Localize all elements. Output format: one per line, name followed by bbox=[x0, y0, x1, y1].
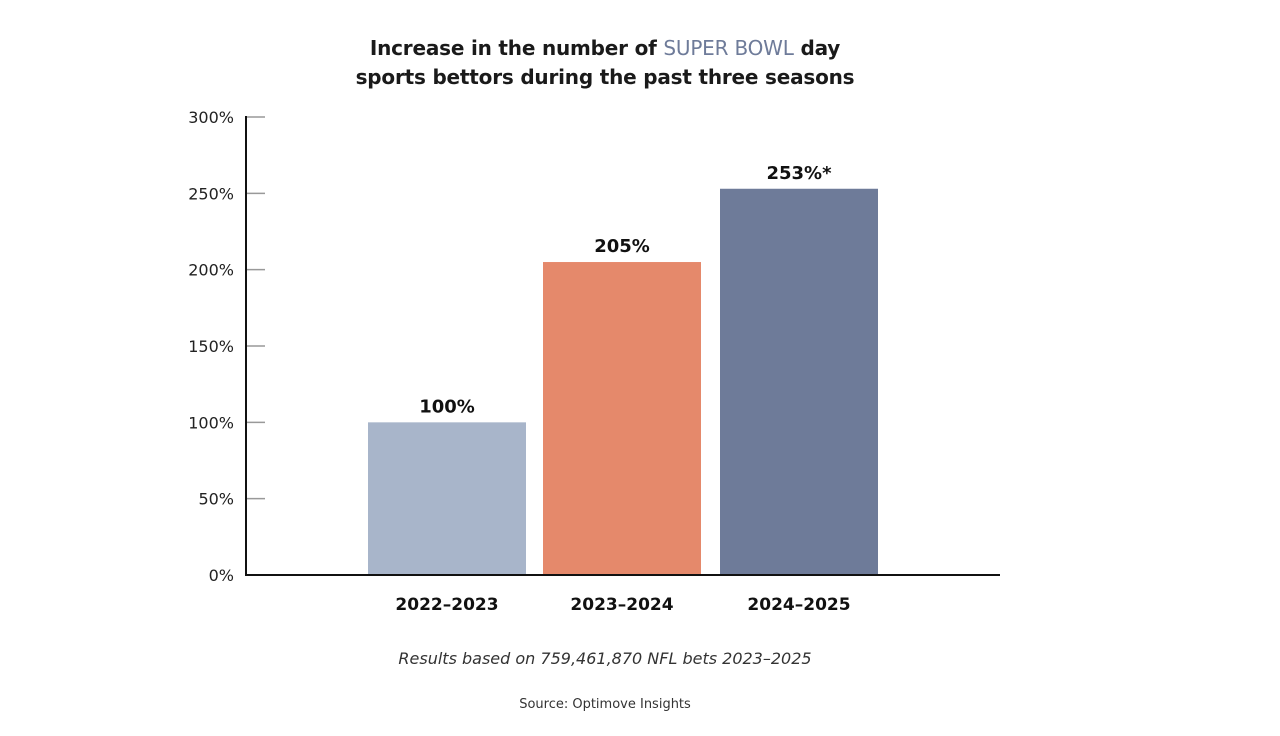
bar bbox=[720, 188, 878, 575]
y-tick-label: 0% bbox=[209, 566, 234, 585]
y-tick-label: 100% bbox=[188, 413, 234, 432]
title-text: day bbox=[793, 36, 841, 60]
title-text: Increase in the number of bbox=[369, 36, 664, 60]
x-tick-label: 2022–2023 bbox=[395, 595, 498, 615]
y-tick-label: 150% bbox=[188, 337, 234, 356]
data-label: 253%* bbox=[766, 163, 832, 184]
x-tick-label: 2024–2025 bbox=[747, 595, 850, 615]
title-line-2: sports bettors during the past three sea… bbox=[355, 65, 855, 89]
y-tick-label: 200% bbox=[188, 261, 234, 280]
source-label: Source: Optimove Insights bbox=[519, 697, 691, 712]
x-tick-label: 2023–2024 bbox=[570, 595, 673, 615]
footnote: Results based on 759,461,870 NFL bets 20… bbox=[398, 649, 812, 668]
y-tick-label: 250% bbox=[188, 184, 234, 203]
y-tick-label: 50% bbox=[198, 490, 234, 509]
bar bbox=[368, 422, 526, 575]
data-label: 100% bbox=[419, 396, 475, 417]
title-highlight: SUPER BOWL bbox=[663, 36, 794, 60]
chart-title: Increase in the number of SUPER BOWL day… bbox=[0, 34, 1210, 92]
data-label: 205% bbox=[594, 236, 650, 257]
bar bbox=[543, 262, 701, 575]
y-tick-label: 300% bbox=[188, 108, 234, 127]
